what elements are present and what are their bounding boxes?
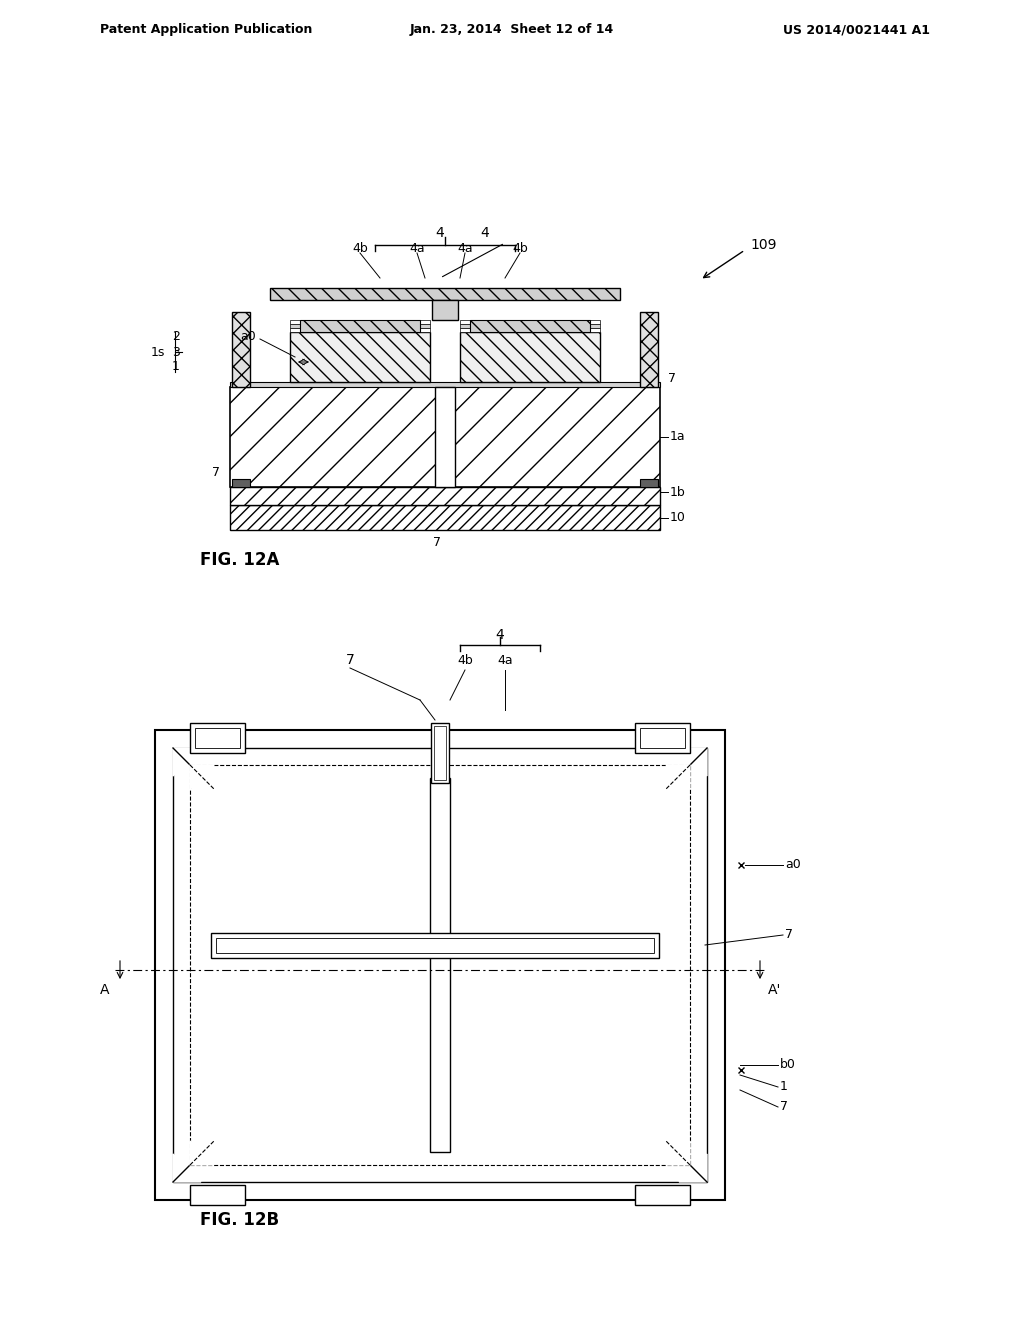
Text: a0: a0: [240, 330, 256, 343]
Bar: [211, 932, 659, 957]
Bar: [460, 327, 600, 333]
Text: b0: b0: [780, 1059, 796, 1072]
Text: 7: 7: [433, 536, 441, 549]
Text: 4b: 4b: [352, 242, 368, 255]
Bar: [230, 506, 660, 531]
Text: 7: 7: [668, 372, 676, 385]
Text: 4: 4: [480, 226, 489, 240]
Text: Jan. 23, 2014  Sheet 12 of 14: Jan. 23, 2014 Sheet 12 of 14: [410, 24, 614, 37]
Bar: [230, 487, 660, 506]
Text: A: A: [100, 983, 110, 997]
Bar: [270, 288, 620, 300]
Text: 1s: 1s: [151, 346, 165, 359]
Text: 1: 1: [780, 1081, 787, 1093]
Text: 7: 7: [212, 466, 220, 479]
Bar: [173, 748, 707, 1181]
Bar: [216, 937, 654, 953]
Text: 7: 7: [346, 653, 354, 667]
Text: 4: 4: [496, 628, 505, 642]
Text: 7: 7: [785, 928, 793, 941]
Polygon shape: [173, 748, 201, 776]
Bar: [290, 327, 430, 333]
Text: 1: 1: [172, 360, 180, 374]
Bar: [635, 723, 690, 752]
Text: FIG. 12A: FIG. 12A: [200, 550, 280, 569]
Text: 10: 10: [670, 511, 686, 524]
Polygon shape: [679, 748, 707, 776]
Text: a0: a0: [785, 858, 801, 871]
Bar: [432, 300, 458, 319]
Text: 2: 2: [172, 330, 180, 343]
Bar: [290, 323, 430, 327]
Polygon shape: [666, 766, 690, 789]
Bar: [232, 312, 250, 387]
Text: 4a: 4a: [410, 242, 425, 255]
Bar: [155, 730, 725, 1200]
Bar: [430, 777, 450, 1152]
Bar: [290, 319, 430, 323]
Bar: [190, 1185, 245, 1205]
Polygon shape: [666, 1140, 690, 1166]
Bar: [640, 729, 685, 748]
Bar: [435, 387, 455, 487]
Bar: [460, 323, 600, 327]
Bar: [300, 319, 420, 333]
Polygon shape: [173, 1154, 201, 1181]
Text: 4b: 4b: [512, 242, 528, 255]
Text: 1a: 1a: [670, 430, 686, 444]
Polygon shape: [679, 1154, 707, 1181]
Text: 109: 109: [750, 238, 776, 252]
Bar: [290, 333, 430, 381]
Text: US 2014/0021441 A1: US 2014/0021441 A1: [783, 24, 930, 37]
Bar: [195, 729, 240, 748]
Text: FIG. 12B: FIG. 12B: [200, 1210, 280, 1229]
Bar: [470, 319, 590, 333]
Text: 1b: 1b: [670, 486, 686, 499]
Bar: [190, 766, 690, 1166]
Text: 4b: 4b: [457, 653, 473, 667]
Bar: [230, 387, 660, 487]
Text: 7: 7: [780, 1101, 788, 1114]
Text: 4a: 4a: [498, 653, 513, 667]
Polygon shape: [190, 1140, 214, 1166]
Bar: [431, 723, 449, 783]
Bar: [232, 479, 250, 487]
Bar: [230, 381, 660, 387]
Polygon shape: [190, 766, 214, 789]
Bar: [640, 312, 658, 387]
Text: 3: 3: [172, 346, 180, 359]
Bar: [460, 333, 600, 381]
Text: Patent Application Publication: Patent Application Publication: [100, 24, 312, 37]
Text: 4a: 4a: [457, 242, 473, 255]
Text: A': A': [768, 983, 781, 997]
Text: 4: 4: [435, 226, 444, 240]
Bar: [190, 723, 245, 752]
Bar: [460, 319, 600, 323]
Bar: [640, 479, 658, 487]
Bar: [434, 726, 446, 780]
Bar: [635, 1185, 690, 1205]
